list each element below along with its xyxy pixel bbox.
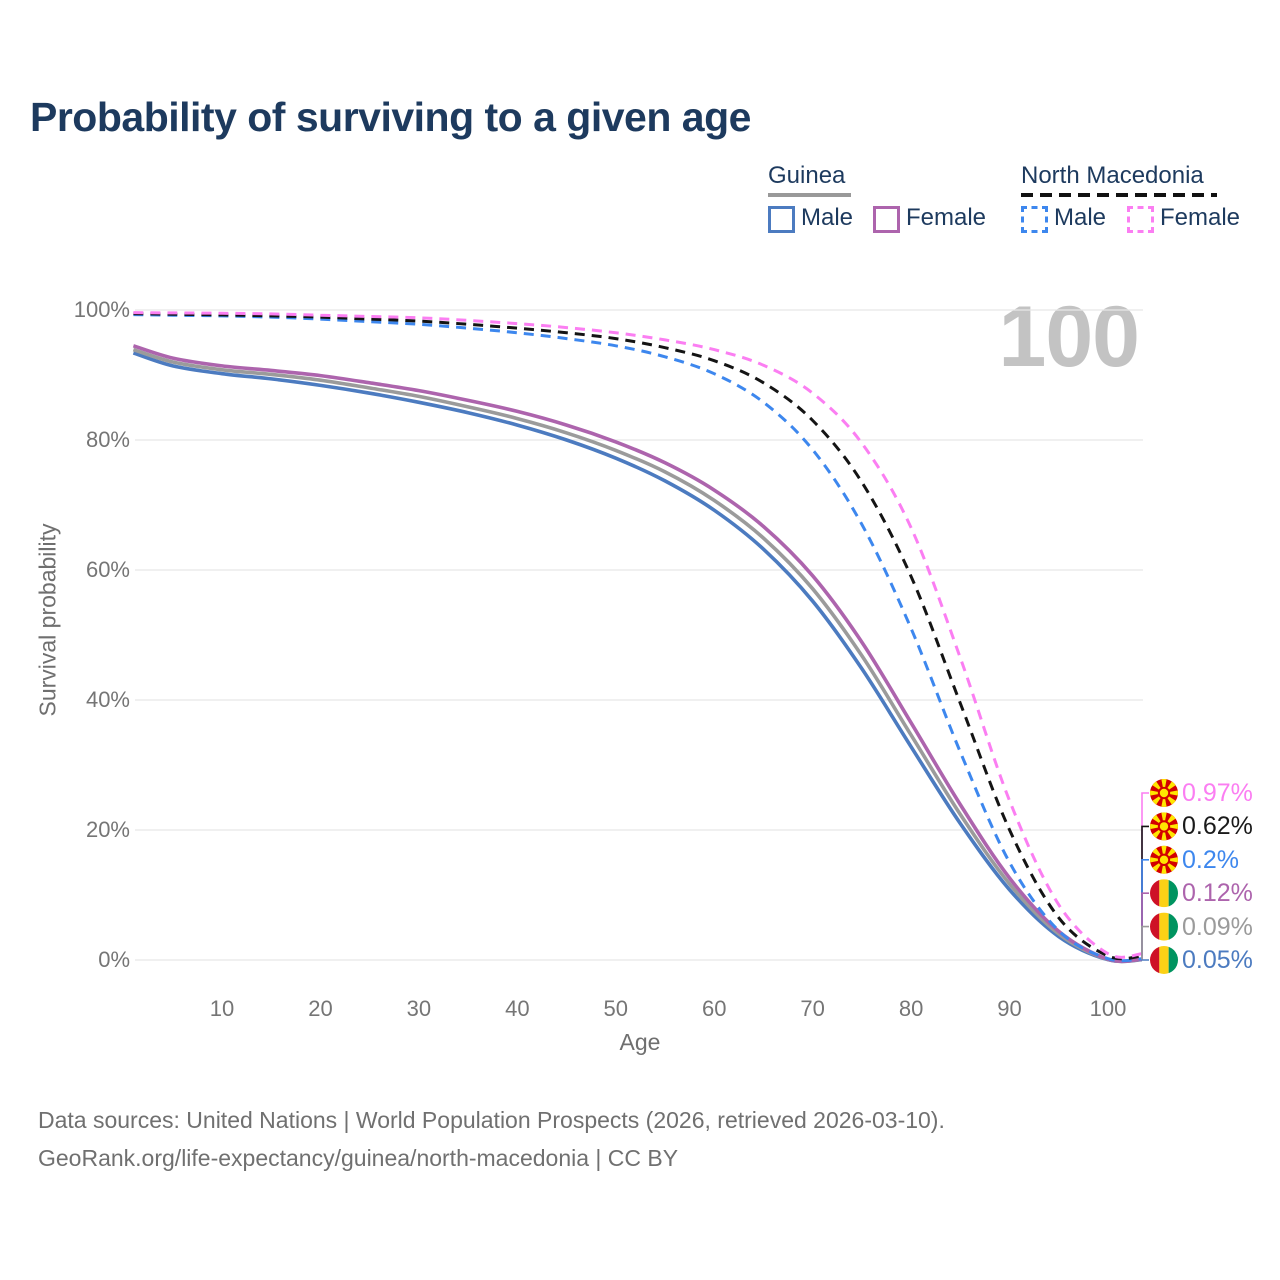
series-line-nm_both — [133, 312, 1143, 961]
end-label-connector — [1141, 859, 1149, 959]
x-tick-label: 70 — [800, 996, 825, 1021]
x-axis-title: Age — [619, 1029, 661, 1055]
y-tick-label: 40% — [85, 687, 130, 712]
x-tick-label: 30 — [406, 996, 432, 1021]
legend-label-north-macedonia-male: Male — [1054, 204, 1107, 231]
y-tick-label: 60% — [85, 557, 130, 582]
x-tick-label: 100 — [1089, 996, 1127, 1021]
north-macedonia-flag-icon — [1150, 812, 1178, 841]
north-macedonia-flag-icon — [1150, 779, 1178, 807]
legend-underline-north-macedonia — [1021, 193, 1217, 197]
x-tick-label: 50 — [603, 996, 629, 1021]
y-tick-label: 100% — [73, 297, 130, 322]
guinea-flag-icon — [1150, 912, 1178, 941]
page-title: Probability of surviving to a given age — [30, 94, 751, 140]
end-label-value: 0.09% — [1182, 912, 1253, 941]
legend-label-guinea-male: Male — [801, 204, 854, 231]
series-line-nm_male — [133, 313, 1143, 963]
x-tick-label: 80 — [898, 996, 924, 1021]
legend-group-north-macedonia-title: North Macedonia — [1021, 162, 1204, 189]
legend-checkbox-guinea-female[interactable] — [873, 206, 900, 233]
end-label-connector — [1141, 792, 1149, 954]
legend-label-guinea-female: Female — [906, 204, 987, 231]
legend-checkbox-north-macedonia-male[interactable] — [1021, 206, 1048, 233]
guinea-flag-icon — [1150, 946, 1178, 974]
series-line-guinea_both — [132, 347, 1143, 964]
legend-underline-guinea — [768, 193, 851, 197]
end-label-connector — [1141, 925, 1149, 960]
legend-group-guinea-title: Guinea — [768, 162, 846, 189]
end-label-value: 0.2% — [1182, 845, 1239, 874]
legend-checkbox-north-macedonia-female[interactable] — [1127, 206, 1154, 233]
end-label-value: 0.62% — [1182, 812, 1253, 841]
legend-label-north-macedonia-female: Female — [1160, 204, 1241, 231]
y-tick-label: 0% — [98, 947, 130, 972]
legend-checkbox-guinea-male[interactable] — [768, 206, 795, 233]
x-tick-label: 60 — [701, 996, 727, 1021]
end-label-value: 0.97% — [1182, 779, 1253, 807]
end-label-value: 0.05% — [1182, 946, 1253, 974]
guinea-flag-icon — [1150, 879, 1178, 908]
series-line-guinea_male — [132, 351, 1143, 964]
footer-attribution-link[interactable]: GeoRank.org/life-expectancy/guinea/north… — [38, 1145, 679, 1171]
series-line-nm_female — [133, 311, 1143, 959]
y-tick-label: 20% — [85, 817, 130, 842]
y-tick-label: 80% — [85, 427, 130, 452]
end-label-connector — [1141, 825, 1149, 956]
x-tick-label: 90 — [997, 996, 1022, 1021]
series-line-guinea_female — [132, 344, 1143, 964]
hover-age-watermark: 100 — [998, 289, 1140, 385]
x-tick-label: 40 — [505, 996, 530, 1021]
end-label-connector — [1141, 892, 1149, 960]
footer-data-sources: Data sources: United Nations | World Pop… — [38, 1107, 945, 1133]
north-macedonia-flag-icon — [1150, 845, 1178, 874]
end-label-value: 0.12% — [1182, 879, 1253, 908]
x-tick-label: 20 — [308, 996, 333, 1021]
x-tick-label: 10 — [209, 996, 235, 1021]
